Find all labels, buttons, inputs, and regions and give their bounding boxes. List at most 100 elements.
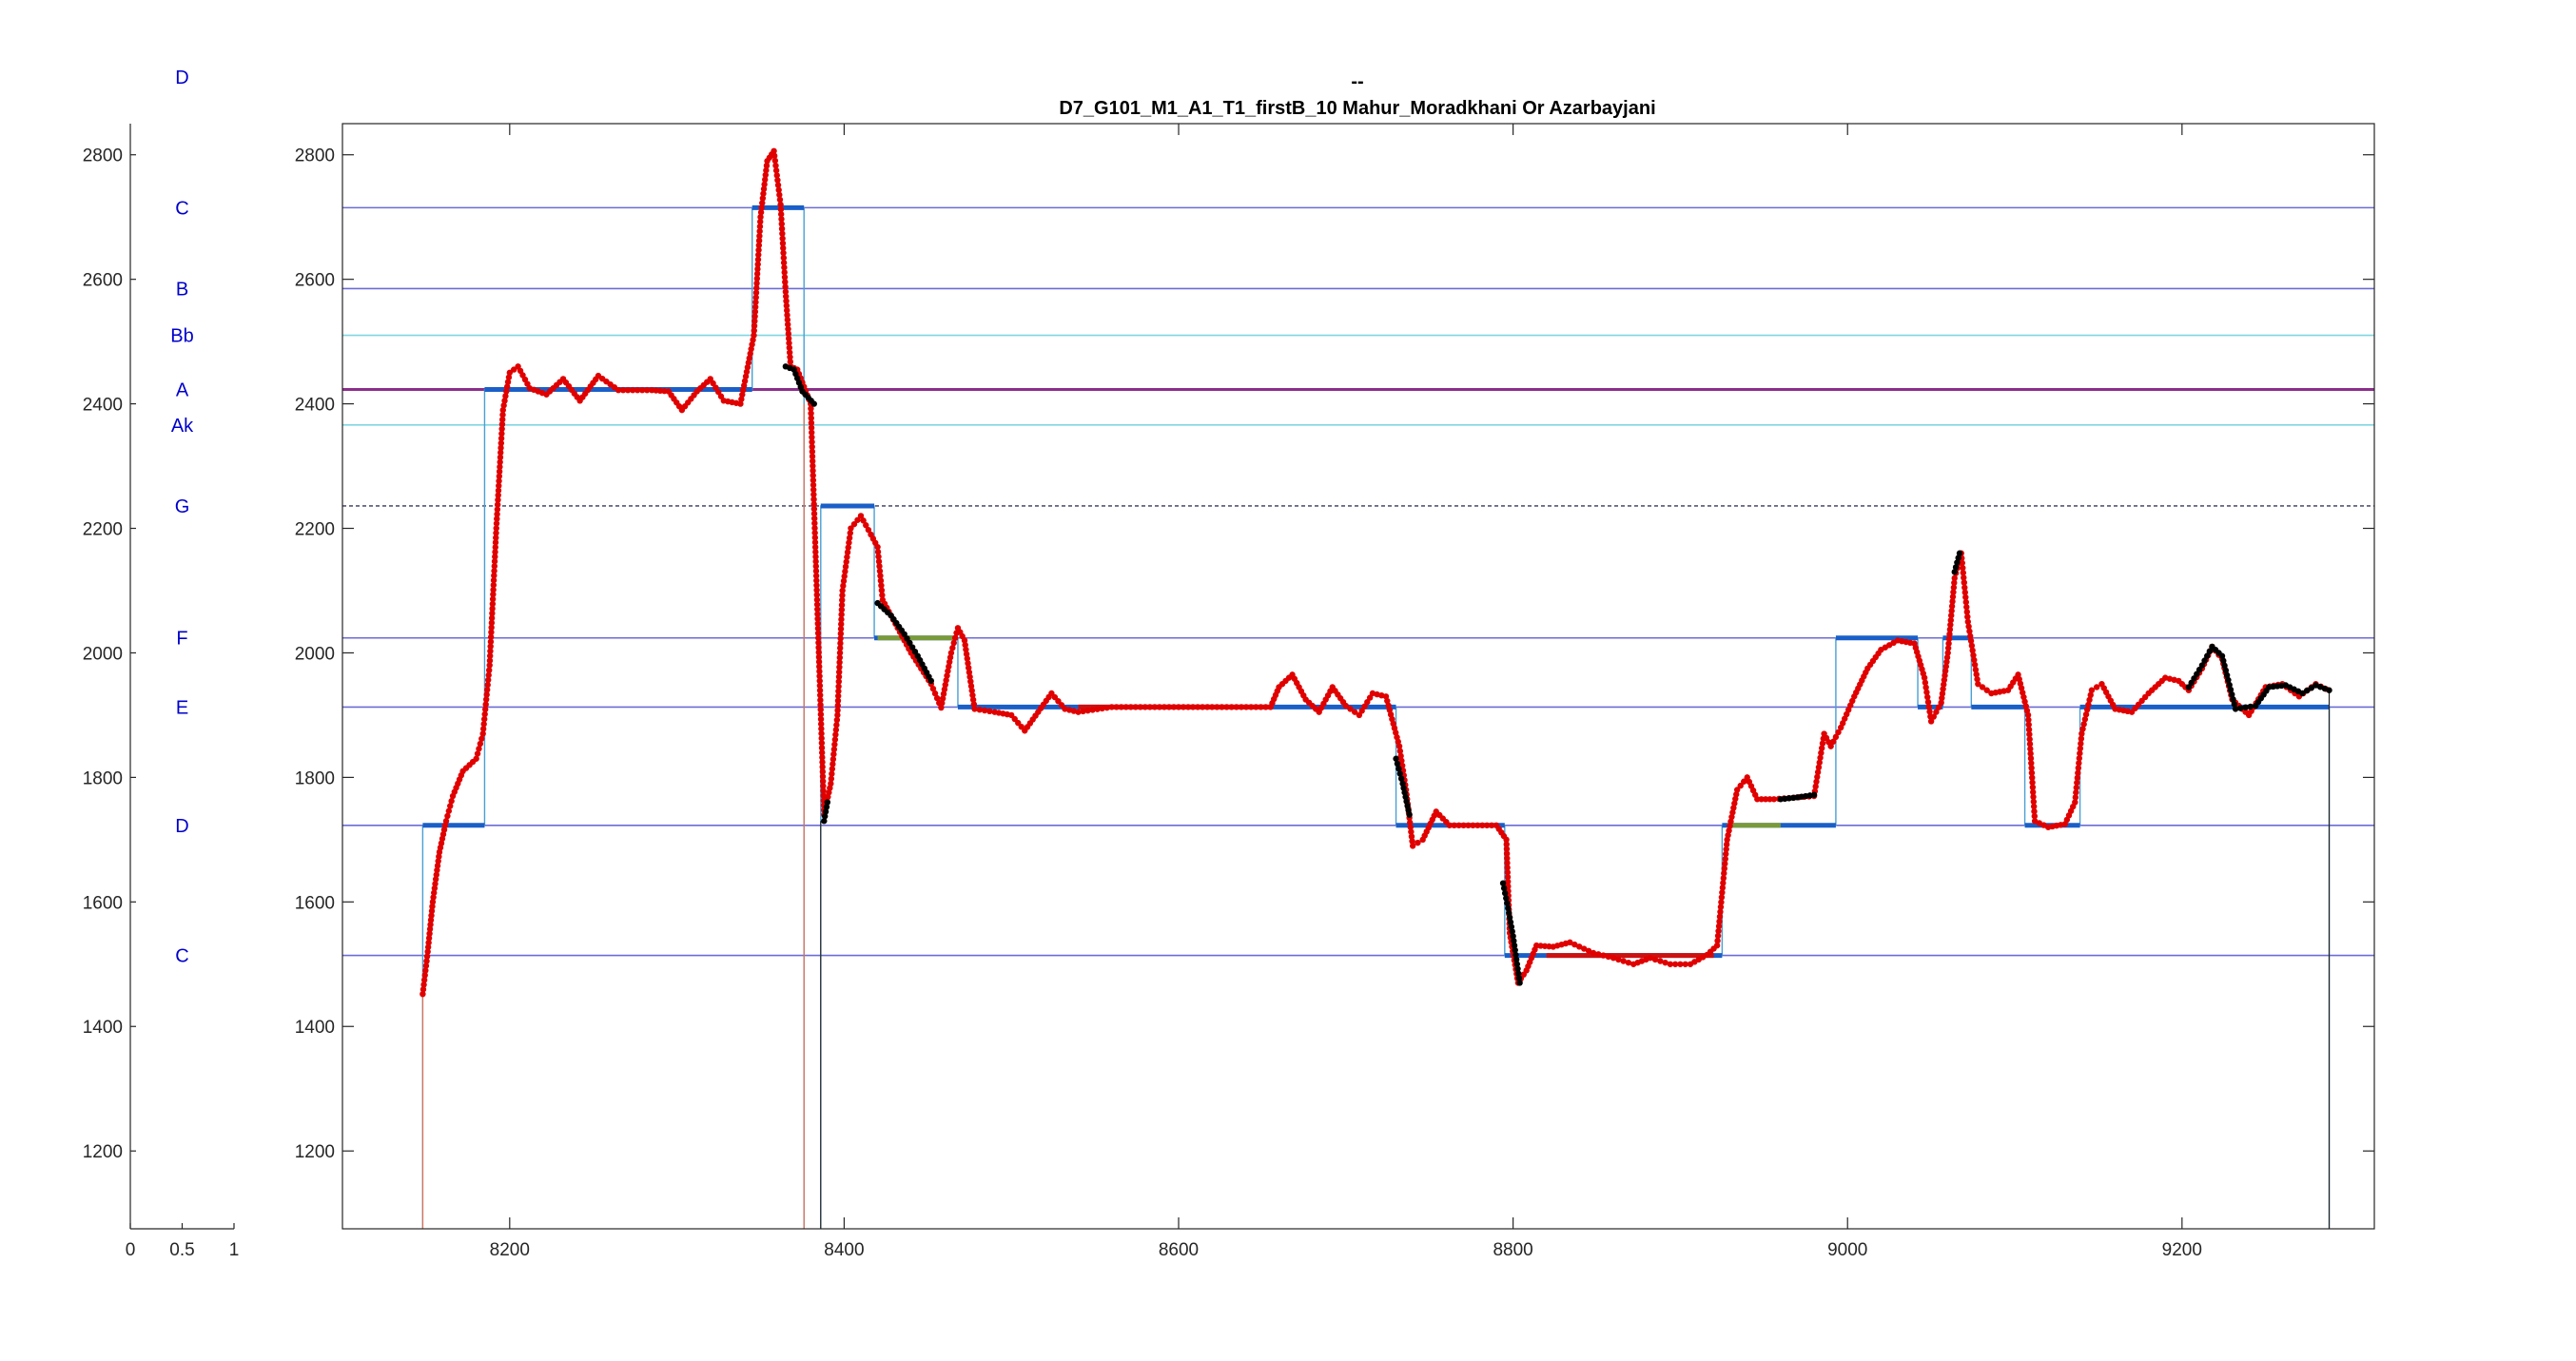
pitch-point [2028, 769, 2036, 776]
pitch-plot: 8200 8400 8600 8800 9000 9200 1200 1400 1600 1800… [295, 123, 2375, 1260]
pitch-point [2030, 798, 2038, 806]
pitch-point [751, 308, 759, 315]
pitch-point [811, 530, 818, 536]
pitch-point [749, 340, 755, 348]
pitch-point [860, 517, 867, 524]
pitch-point [755, 246, 762, 254]
pitch-point [785, 330, 792, 338]
note-name-label: Ak [171, 416, 194, 437]
pitch-point [498, 435, 505, 442]
pitch-point [755, 237, 763, 244]
pitch-point [1733, 791, 1740, 798]
pitch-point [763, 166, 770, 174]
unvoiced-point [1512, 946, 1518, 954]
pitch-point [778, 216, 785, 223]
pitch-point [1103, 704, 1110, 711]
pitch-point [1926, 709, 1933, 715]
pitch-point [424, 943, 432, 951]
pitch-point [946, 658, 953, 666]
pitch-point [1075, 709, 1082, 715]
pitch-point [1590, 949, 1597, 957]
pitch-point [1814, 773, 1821, 781]
pitch-point [1983, 687, 1990, 693]
left-y-tick-label: 2200 [83, 520, 123, 540]
pitch-point [1716, 913, 1724, 920]
pitch-point [838, 601, 846, 609]
pitch-point [1927, 718, 1935, 725]
pitch-point [739, 391, 746, 399]
pitch-point [831, 736, 839, 743]
x-tick-label: 8400 [824, 1240, 864, 1260]
pitch-point [1974, 675, 1981, 683]
pitch-point [1922, 684, 1929, 691]
pitch-point [986, 708, 993, 715]
pitch-point [473, 755, 479, 762]
pitch-point [814, 620, 821, 627]
pitch-point [1758, 796, 1765, 803]
pitch-point [499, 416, 506, 423]
pitch-point [1719, 889, 1726, 896]
pitch-point [1949, 598, 1956, 605]
pitch-point [1930, 713, 1937, 720]
pitch-point [813, 592, 820, 598]
pitch-point [754, 261, 761, 268]
pitch-point [819, 764, 826, 770]
pitch-point [1770, 796, 1778, 803]
pitch-point [1620, 958, 1627, 964]
pitch-point [491, 572, 498, 579]
pitch-point [738, 396, 745, 402]
pitch-point [1835, 729, 1842, 736]
pitch-point [772, 167, 780, 174]
pitch-point [487, 638, 495, 645]
pitch-point [498, 444, 504, 452]
pitch-point [1814, 768, 1822, 776]
pitch-point [1407, 819, 1414, 826]
unvoiced-point [2232, 706, 2239, 712]
pitch-point [863, 522, 869, 529]
pitch-point [1504, 873, 1512, 881]
pitch-point [491, 558, 498, 565]
pitch-point [834, 702, 841, 710]
pitch-point [2074, 779, 2080, 787]
pitch-point [1094, 706, 1101, 712]
unvoiced-point [2218, 652, 2226, 659]
pitch-point [808, 410, 814, 417]
pitch-point [837, 645, 844, 651]
pitch-point [484, 676, 492, 684]
pitch-point [2078, 740, 2084, 748]
pitch-point [878, 587, 886, 593]
unvoiced-point [2227, 686, 2234, 693]
pitch-point [818, 740, 826, 747]
pitch-point [432, 881, 439, 887]
pitch-point [499, 406, 506, 414]
pitch-point [481, 710, 488, 718]
pitch-point [777, 201, 784, 208]
pitch-point [811, 525, 818, 532]
pitch-point [1451, 822, 1457, 828]
pitch-point [835, 688, 842, 694]
note-name-label: C [175, 946, 188, 967]
left-x-tick-label: 1 [229, 1240, 240, 1260]
pitch-point [489, 610, 496, 617]
pitch-point [2079, 726, 2086, 732]
pitch-point [1662, 959, 1669, 966]
pitch-point [1943, 654, 1951, 661]
pitch-point [819, 759, 826, 766]
pitch-point [485, 671, 492, 679]
pitch-point [815, 634, 822, 641]
pitch-point [1184, 704, 1192, 710]
pitch-point [812, 558, 819, 565]
pitch-point [815, 653, 823, 661]
pitch-point [1156, 704, 1163, 710]
pitch-point [742, 373, 750, 379]
y-tick-label: 1400 [295, 1018, 335, 1038]
pitch-point [1816, 759, 1823, 766]
pitch-point [837, 631, 845, 637]
y-tick-label: 1600 [295, 893, 335, 913]
pitch-point [781, 269, 788, 276]
pitch-point [2031, 812, 2039, 820]
pitch-point [828, 775, 835, 782]
unvoiced-point [1396, 770, 1403, 777]
unvoiced-point [908, 644, 916, 651]
pitch-point [497, 454, 504, 461]
